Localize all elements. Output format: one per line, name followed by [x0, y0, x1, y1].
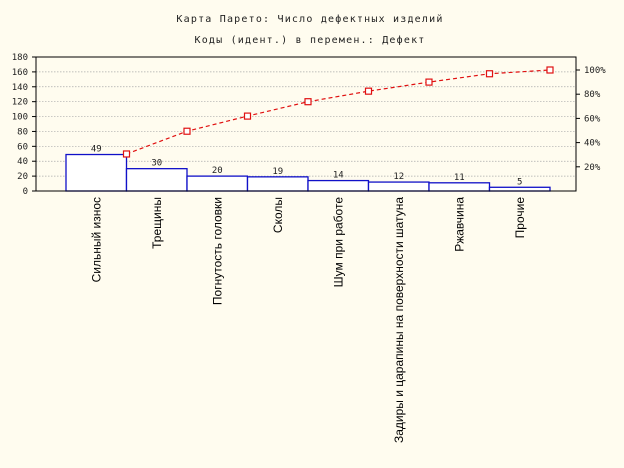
- y2-tick-label: 80%: [584, 90, 601, 100]
- bar: [488, 186, 551, 192]
- axes: 0 20 40 60 80 100 120 140 160 180 20% 40% 60% 80% 100%: [12, 53, 607, 197]
- bar: [246, 176, 309, 192]
- cumulative-point: [122, 150, 131, 158]
- bar: [125, 168, 188, 192]
- y-tick-label: 80: [17, 127, 28, 137]
- bar-value-label: 30: [151, 159, 162, 169]
- cumulative-point: [485, 70, 494, 78]
- y-tick-label: 20: [17, 172, 28, 182]
- y2-tick-label: 40%: [584, 139, 601, 149]
- bar: [428, 182, 491, 192]
- labels: 49 30 20 19 14 12 11 5 Сильный износ Трещины Погну…: [89, 145, 527, 444]
- bar-value-label: 20: [212, 166, 223, 176]
- y-tick-label: 140: [12, 83, 28, 93]
- cumulative-polyline: [126, 69, 551, 155]
- category-label: Погнутость головки: [210, 197, 224, 305]
- category-label: Шум при работе: [331, 197, 345, 288]
- y-tick-label: 40: [17, 157, 28, 167]
- bar-value-label: 19: [272, 167, 283, 177]
- category-label: Прочие: [513, 197, 527, 239]
- bar: [307, 179, 370, 192]
- cumulative-point: [546, 66, 554, 74]
- cumulative-point: [243, 112, 252, 120]
- cumulative-point: [304, 98, 312, 106]
- y2-tick-label: 100%: [584, 66, 606, 76]
- category-label: Сильный износ: [89, 197, 103, 282]
- y2-tick-label: 20%: [584, 163, 601, 173]
- category-label: Ржавчина: [452, 197, 466, 252]
- y-tick-label: 120: [12, 98, 28, 108]
- bar: [186, 175, 249, 192]
- y-tick-label: 0: [23, 187, 28, 197]
- category-label: Сколы: [271, 197, 285, 233]
- category-label: Задиры и царапины на поверхности шатуна: [392, 197, 406, 443]
- cumulative-point: [364, 87, 373, 95]
- bar-value-label: 12: [393, 172, 404, 182]
- cumulative-point: [425, 78, 433, 86]
- chart-title: Карта Парето: Число дефектных изделий: [176, 13, 443, 25]
- bar-value-label: 14: [333, 171, 344, 181]
- y-tick-label: 60: [17, 142, 28, 152]
- bar-value-label: 5: [517, 177, 522, 187]
- bar: [367, 181, 430, 192]
- cumulative-line: [122, 66, 554, 158]
- bar-value-label: 49: [91, 145, 102, 155]
- bar: [65, 153, 128, 192]
- category-label: Трещины: [150, 197, 164, 249]
- y-tick-label: 180: [12, 53, 28, 63]
- chart-subtitle: Коды (идент.) в перемен.: Дефект: [194, 34, 425, 46]
- bars: [65, 153, 551, 192]
- bar-value-label: 11: [454, 173, 465, 183]
- plot-frame: [35, 56, 577, 192]
- y-tick-label: 160: [12, 68, 28, 78]
- y2-tick-label: 60%: [584, 114, 601, 124]
- y-tick-label: 100: [12, 113, 28, 123]
- cumulative-point: [183, 127, 191, 135]
